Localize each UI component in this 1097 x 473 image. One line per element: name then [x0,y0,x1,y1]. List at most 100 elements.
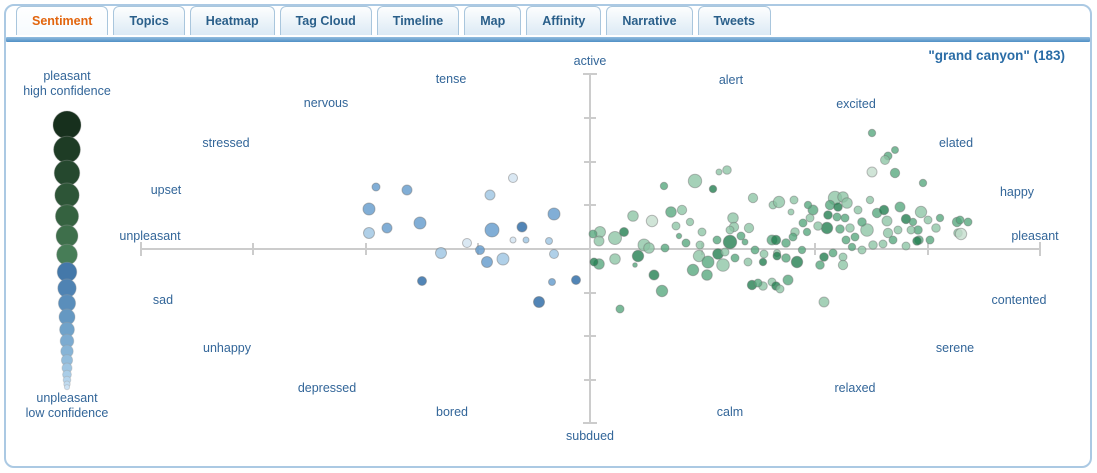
tweet-bubble[interactable] [815,260,825,270]
tweet-bubble[interactable] [857,217,867,227]
tweet-bubble[interactable] [484,189,496,201]
tab-narrative[interactable]: Narrative [606,6,693,35]
tweet-bubble[interactable] [533,296,545,308]
tweet-bubble[interactable] [878,204,890,216]
tweet-bubble[interactable] [798,218,808,228]
tweet-bubble[interactable] [782,274,794,286]
tweet-bubble[interactable] [847,242,857,252]
tweet-bubble[interactable] [889,167,901,179]
tweet-bubble[interactable] [790,255,804,269]
tweet-bubble[interactable] [758,257,768,267]
tweet-bubble[interactable] [935,213,945,223]
tweet-bubble[interactable] [802,227,812,237]
tweet-bubble[interactable] [781,253,791,263]
tweet-bubble[interactable] [888,235,898,245]
tweet-bubble[interactable] [716,258,730,272]
tweet-bubble[interactable] [759,249,769,259]
tweet-bubble[interactable] [787,208,795,216]
tweet-bubble[interactable] [901,241,911,251]
tweet-bubble[interactable] [588,229,598,239]
tab-timeline[interactable]: Timeline [376,6,460,35]
tweet-bubble[interactable] [841,235,851,245]
tweet-bubble[interactable] [619,227,629,237]
tweet-bubble[interactable] [695,240,705,250]
tweet-bubble[interactable] [730,253,740,263]
tweet-bubble[interactable] [708,184,718,194]
tweet-bubble[interactable] [900,213,912,225]
tweet-bubble[interactable] [832,212,842,222]
tweet-bubble[interactable] [845,223,855,233]
tweet-bubble[interactable] [548,278,556,286]
tweet-bubble[interactable] [727,212,739,224]
tweet-bubble[interactable] [781,238,791,248]
tweet-bubble[interactable] [681,238,691,248]
tweet-bubble[interactable] [894,201,906,213]
tweet-bubble[interactable] [891,146,899,154]
tweet-bubble[interactable] [908,217,918,227]
tweet-bubble[interactable] [850,232,860,242]
tweet-bubble[interactable] [866,166,878,178]
tweet-bubble[interactable] [818,296,830,308]
tab-topics[interactable]: Topics [113,6,185,35]
tweet-bubble[interactable] [545,237,553,245]
tweet-bubble[interactable] [608,231,622,245]
tweet-bubble[interactable] [805,213,815,223]
tweet-bubble[interactable] [655,284,669,298]
tweet-bubble[interactable] [841,197,853,209]
tweet-bubble[interactable] [593,235,605,247]
tweet-bubble[interactable] [676,204,688,216]
tweet-bubble[interactable] [722,165,732,175]
tweet-bubble[interactable] [627,210,639,222]
tweet-bubble[interactable] [615,304,625,314]
tweet-bubble[interactable] [775,284,785,294]
tweet-bubble[interactable] [906,225,916,235]
tweet-bubble[interactable] [413,216,427,230]
tweet-bubble[interactable] [632,262,638,268]
tweet-bubble[interactable] [715,168,723,176]
tweet-bubble[interactable] [643,242,655,254]
tweet-bubble[interactable] [912,236,922,246]
tweet-bubble[interactable] [819,252,829,262]
tweet-bubble[interactable] [743,222,755,234]
tweet-bubble[interactable] [753,278,763,288]
tweet-bubble[interactable] [770,234,782,246]
tweet-bubble[interactable] [701,269,713,281]
tweet-bubble[interactable] [722,234,738,250]
tweet-bubble[interactable] [881,215,893,227]
tweet-bubble[interactable] [660,243,670,253]
tweet-bubble[interactable] [549,249,559,259]
tweet-bubble[interactable] [860,223,874,237]
tweet-bubble[interactable] [671,221,681,231]
tweet-bubble[interactable] [925,235,935,245]
tweet-bubble[interactable] [547,207,561,221]
tweet-bubble[interactable] [712,235,722,245]
tweet-bubble[interactable] [645,214,659,228]
tab-tweets[interactable]: Tweets [697,6,771,35]
tweet-bubble[interactable] [675,232,683,240]
tweet-bubble[interactable] [401,184,413,196]
tweet-bubble[interactable] [484,222,500,238]
tweet-bubble[interactable] [813,221,823,231]
tweet-bubble[interactable] [743,257,753,267]
tweet-bubble[interactable] [648,269,660,281]
tweet-bubble[interactable] [381,222,393,234]
tweet-bubble[interactable] [853,205,863,215]
tweet-bubble[interactable] [508,173,518,183]
tweet-bubble[interactable] [609,253,621,265]
tweet-bubble[interactable] [954,227,968,241]
tweet-bubble[interactable] [686,263,700,277]
tweet-bubble[interactable] [631,249,645,263]
tweet-bubble[interactable] [833,202,843,212]
tweet-bubble[interactable] [701,255,715,269]
tweet-bubble[interactable] [750,245,760,255]
tweet-bubble[interactable] [835,224,845,234]
tweet-bubble[interactable] [571,275,581,285]
tweet-bubble[interactable] [747,192,759,204]
tweet-bubble[interactable] [371,182,381,192]
tweet-bubble[interactable] [692,249,706,263]
tweet-bubble[interactable] [687,173,703,189]
tweet-bubble[interactable] [893,225,903,235]
tweet-bubble[interactable] [867,128,877,138]
tweet-bubble[interactable] [837,259,849,271]
tab-map[interactable]: Map [464,6,522,35]
